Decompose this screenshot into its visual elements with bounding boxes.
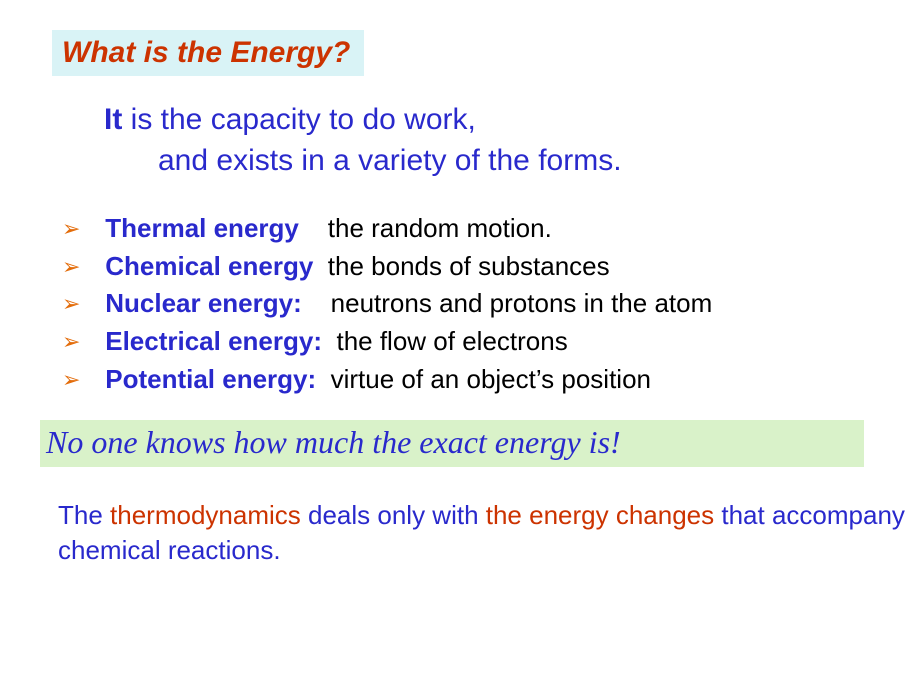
energy-list: ➢ Thermal energy the random motion. ➢ Ch…: [62, 210, 712, 398]
chevron-right-icon: ➢: [62, 364, 98, 396]
callout-banner: No one knows how much the exact energy i…: [40, 420, 864, 467]
chevron-right-icon: ➢: [62, 251, 98, 283]
intro-line1: is the capacity to do work,: [122, 103, 476, 136]
list-gap: [299, 213, 328, 243]
chevron-right-icon: ➢: [62, 213, 98, 245]
intro-it: It: [104, 103, 122, 136]
list-term: Nuclear energy:: [105, 288, 302, 318]
list-desc: the bonds of substances: [328, 251, 610, 281]
chevron-right-icon: ➢: [62, 288, 98, 320]
list-item: ➢ Nuclear energy: neutrons and protons i…: [62, 285, 712, 323]
slide-title: What is the Energy?: [52, 30, 364, 76]
list-desc: the random motion.: [328, 213, 552, 243]
footer-text: The thermodynamics deals only with the e…: [58, 498, 920, 568]
list-item: ➢ Chemical energy the bonds of substance…: [62, 248, 712, 286]
list-desc: neutrons and protons in the atom: [331, 288, 713, 318]
list-item: ➢ Thermal energy the random motion.: [62, 210, 712, 248]
list-gap: [313, 251, 327, 281]
footer-part-red: thermodynamics: [110, 500, 301, 530]
list-gap: [302, 288, 331, 318]
list-term: Electrical energy:: [105, 326, 322, 356]
list-term: Thermal energy: [105, 213, 299, 243]
intro-text: It is the capacity to do work, and exist…: [104, 100, 622, 181]
list-term: Potential energy:: [105, 364, 316, 394]
list-gap: [322, 326, 336, 356]
footer-part: deals only with: [301, 500, 486, 530]
chevron-right-icon: ➢: [62, 326, 98, 358]
list-item: ➢ Potential energy: virtue of an object’…: [62, 361, 712, 399]
footer-part-red: the energy changes: [486, 500, 714, 530]
list-desc: virtue of an object’s position: [331, 364, 651, 394]
list-gap: [316, 364, 330, 394]
footer-part: The: [58, 500, 110, 530]
list-item: ➢ Electrical energy: the flow of electro…: [62, 323, 712, 361]
list-desc: the flow of electrons: [336, 326, 567, 356]
intro-line2: and exists in a variety of the forms.: [104, 141, 622, 182]
list-term: Chemical energy: [105, 251, 313, 281]
